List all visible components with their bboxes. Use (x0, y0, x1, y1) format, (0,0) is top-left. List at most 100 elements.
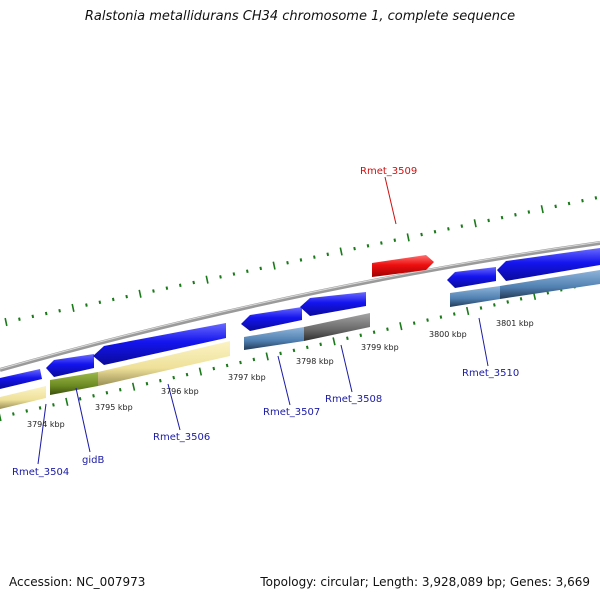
inner-track-major-tick (0, 413, 2, 422)
outer-tick-track (4, 196, 598, 327)
inner-track-minor-tick (172, 375, 176, 380)
chromosome-backbone-highlight (0, 241, 600, 370)
inner-track-minor-tick (519, 297, 523, 301)
genome-summary-text: Topology: circular; Length: 3,928,089 bp… (260, 575, 590, 589)
tick-label-3798: 3798 kbp (296, 357, 334, 366)
label-leader-rmet-3509 (384, 176, 397, 225)
outer-track-major-tick (339, 247, 343, 256)
inner-track-minor-tick (372, 330, 376, 334)
outer-track-minor-tick (527, 210, 531, 214)
tick-label-3800: 3800 kbp (429, 330, 467, 339)
cds-arrow-rmet-3510-a[interactable] (447, 267, 496, 288)
label-leader-lines (37, 317, 489, 465)
gene-label-gidb[interactable]: gidB (82, 455, 104, 466)
outer-track-major-tick (205, 275, 209, 284)
inner-track-minor-tick (426, 318, 429, 322)
outer-track-minor-tick (18, 317, 21, 321)
inner-track-minor-tick (506, 300, 510, 304)
inner-track-major-tick (198, 367, 203, 376)
gene-label-rmet-3510[interactable]: Rmet_3510 (462, 368, 519, 379)
cds-arrow-rmet-3510-b[interactable] (497, 248, 600, 281)
inner-track-minor-tick (359, 333, 363, 338)
gene-box-rmet-3510-a[interactable] (450, 286, 500, 307)
cds-arrow-gidb[interactable] (46, 354, 94, 377)
inner-track-minor-tick (212, 366, 216, 371)
gene-label-rmet-3504[interactable]: Rmet_3504 (12, 467, 69, 478)
outer-track-major-tick (272, 261, 276, 270)
outer-track-minor-tick (286, 260, 289, 265)
inner-track-minor-tick (159, 378, 162, 383)
cds-arrow-rmet-3508[interactable] (300, 292, 366, 316)
outer-track-major-tick (138, 289, 142, 298)
outer-track-minor-tick (514, 213, 517, 217)
gene-box-rmet-3508[interactable] (304, 313, 370, 341)
gene-label-rmet-3507[interactable]: Rmet_3507 (263, 407, 320, 418)
outer-track-minor-tick (420, 232, 423, 237)
inner-track-minor-tick (185, 372, 189, 377)
inner-track-minor-tick (225, 363, 229, 368)
outer-track-minor-tick (85, 303, 88, 307)
outer-track-minor-tick (594, 196, 598, 200)
inner-track-minor-tick (346, 336, 349, 341)
outer-track-major-tick (540, 205, 544, 214)
outer-track-minor-tick (567, 201, 571, 206)
inner-track-minor-tick (25, 409, 29, 413)
outer-track-major-tick (71, 303, 75, 312)
outer-track-minor-tick (58, 308, 61, 313)
outer-track-major-tick (406, 233, 410, 242)
gene-box-rmet-3506[interactable] (98, 341, 230, 386)
inner-track-major-tick (465, 306, 470, 316)
inner-track-minor-tick (92, 394, 95, 398)
outer-track-major-tick (4, 317, 8, 327)
tick-label-3794: 3794 kbp (27, 420, 65, 429)
gene-box-rmet-3504[interactable] (0, 386, 46, 409)
inner-track-minor-tick (319, 342, 322, 347)
cds-arrow-rmet-3507[interactable] (241, 307, 302, 331)
inner-track-minor-tick (412, 321, 416, 325)
gene-label-rmet-3508[interactable]: Rmet_3508 (325, 394, 382, 405)
outer-track-minor-tick (111, 297, 115, 302)
outer-track-minor-tick (313, 255, 316, 259)
chromosome-backbone (0, 241, 600, 372)
tick-label-3795: 3795 kbp (95, 403, 133, 412)
inner-track-major-tick (399, 322, 403, 331)
cds-arrow-rmet-3506[interactable] (93, 323, 226, 365)
inner-track-minor-tick (292, 348, 296, 353)
inner-track-major-tick (332, 337, 336, 346)
inner-track-minor-tick (78, 397, 82, 401)
inner-track-minor-tick (52, 403, 55, 407)
inner-track-minor-tick (12, 412, 15, 416)
cds-arrow-rmet-3504[interactable] (0, 369, 42, 389)
inner-track-major-tick (65, 397, 69, 406)
inner-track-minor-tick (479, 306, 483, 310)
inner-tick-track (0, 281, 590, 422)
cds-arrow-rmet-3509[interactable] (372, 255, 434, 277)
gene-label-rmet-3509[interactable]: Rmet_3509 (360, 166, 417, 177)
inner-track-minor-tick (493, 303, 496, 307)
outer-track-minor-tick (31, 314, 35, 319)
inner-track-major-tick (131, 382, 136, 391)
inner-track-minor-tick (145, 381, 149, 386)
accession-text: Accession: NC_007973 (9, 575, 146, 589)
inner-track-minor-tick (105, 390, 109, 395)
tick-label-3799: 3799 kbp (361, 343, 399, 352)
outer-track-minor-tick (219, 275, 222, 279)
tick-label-3797: 3797 kbp (228, 373, 266, 382)
gene-box-gidb[interactable] (50, 372, 98, 395)
outer-track-minor-tick (366, 244, 370, 248)
outer-track-minor-tick (487, 218, 490, 223)
outer-track-minor-tick (581, 198, 584, 203)
gene-box-rmet-3510-b[interactable] (500, 270, 600, 299)
inner-track-minor-tick (439, 315, 443, 319)
inner-track-minor-tick (38, 406, 42, 410)
inner-track-minor-tick (118, 387, 122, 392)
map-title: Ralstonia metallidurans CH34 chromosome … (84, 9, 516, 24)
gene-box-rmet-3507[interactable] (244, 327, 304, 350)
gene-label-rmet-3506[interactable]: Rmet_3506 (153, 432, 210, 443)
inner-track-minor-tick (386, 327, 389, 331)
outer-track-minor-tick (152, 289, 155, 293)
inner-track-minor-tick (252, 357, 256, 362)
outer-track-major-tick (473, 219, 477, 228)
outer-track-minor-tick (165, 286, 169, 290)
outer-track-minor-tick (554, 204, 557, 209)
